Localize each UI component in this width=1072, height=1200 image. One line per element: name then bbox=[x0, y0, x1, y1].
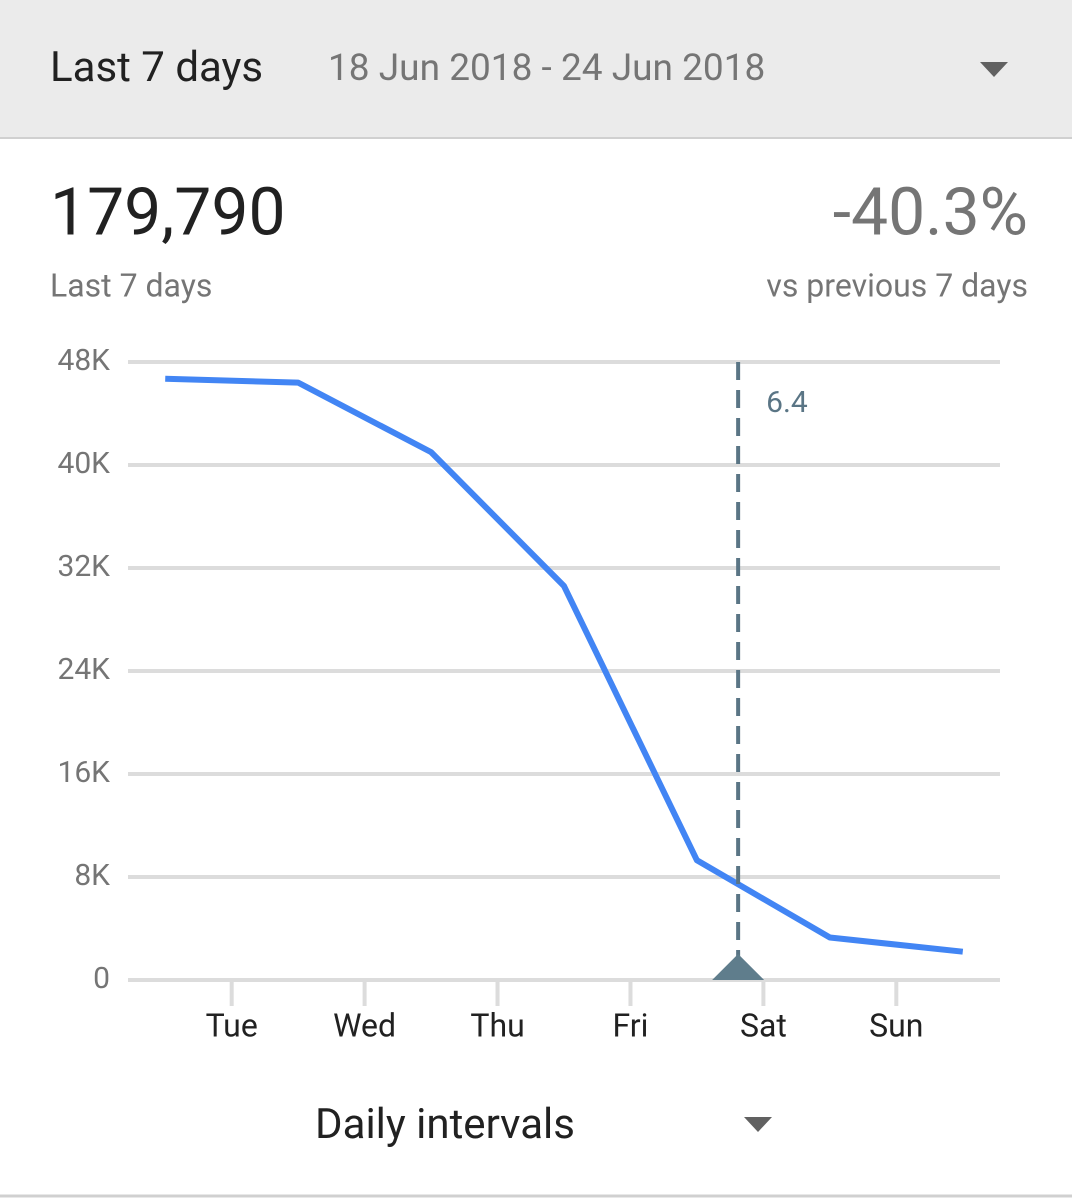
x-tick-label: Sat bbox=[740, 1006, 787, 1044]
total-value: 179,790 bbox=[50, 174, 286, 251]
y-tick-label: 16K bbox=[57, 755, 110, 790]
y-tick-label: 8K bbox=[74, 858, 110, 893]
y-tick-label: 40K bbox=[57, 446, 110, 481]
y-tick-label: 0 bbox=[93, 961, 110, 996]
total-label: Last 7 days bbox=[50, 266, 212, 304]
date-range: 18 Jun 2018 - 24 Jun 2018 bbox=[328, 47, 765, 90]
y-tick-label: 48K bbox=[57, 343, 110, 378]
x-tick-label: Wed bbox=[333, 1006, 396, 1044]
change-label: vs previous 7 days bbox=[766, 266, 1028, 304]
interval-dropdown-arrow[interactable] bbox=[744, 1117, 772, 1132]
x-tick-label: Thu bbox=[470, 1006, 524, 1044]
cursor-handle bbox=[712, 954, 765, 980]
y-tick-label: 24K bbox=[57, 652, 110, 687]
data-line bbox=[165, 375, 964, 955]
header-title: Last 7 days bbox=[50, 43, 263, 92]
x-tick-label: Sun bbox=[869, 1006, 923, 1044]
interval-selector[interactable]: Daily intervals bbox=[315, 1100, 575, 1149]
x-tick-label: Tue bbox=[206, 1006, 258, 1044]
dropdown-arrow[interactable] bbox=[980, 62, 1008, 77]
cursor-label: 6.4 bbox=[766, 385, 808, 420]
y-tick-label: 32K bbox=[57, 549, 110, 584]
chart: 0 8K 16K 24K 32K 40K 48K Tue Wed Thu Fri Sat Sun 6.4 bbox=[57, 343, 1000, 1044]
change-value: -40.3% bbox=[833, 174, 1028, 251]
x-tick-label: Fri bbox=[613, 1006, 649, 1044]
header-bar[interactable] bbox=[0, 0, 1072, 138]
